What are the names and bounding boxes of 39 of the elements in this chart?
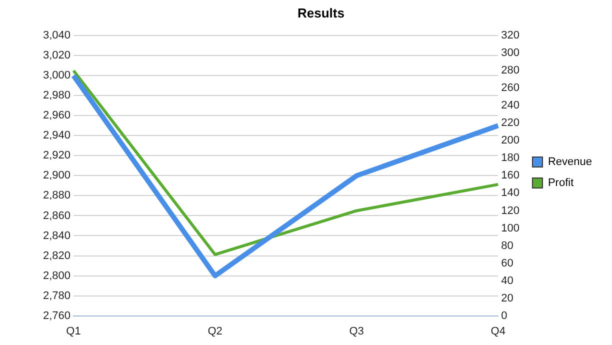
y2-tick-label: 200	[501, 134, 520, 147]
y-tick-label: 2,800	[42, 270, 71, 282]
y2-tick-label: 160	[501, 170, 520, 182]
y-tick-label: 2,940	[42, 130, 71, 142]
legend-label: Profit	[548, 177, 574, 190]
y-tick-label: 2,980	[42, 90, 71, 102]
x-tick-label: Q2	[208, 325, 222, 338]
y-tick-label: 2,780	[42, 290, 71, 302]
y-tick-label: 2,920	[42, 150, 71, 162]
y2-tick-label: 20	[501, 292, 514, 304]
y2-tick-label: 280	[501, 64, 520, 77]
y-tick-label: 2,900	[42, 170, 71, 182]
y-tick-label: 2,760	[42, 310, 71, 322]
y2-tick-label: 240	[501, 100, 520, 112]
x-tick-label: Q4	[490, 325, 506, 338]
y-tick-label: 3,020	[42, 50, 71, 62]
chart-title: Results	[298, 5, 344, 20]
y2-tick-label: 180	[501, 152, 520, 164]
y2-tick-label: 60	[501, 257, 514, 270]
y2-tick-label: 80	[501, 240, 514, 252]
legend-label: Revenue	[548, 156, 592, 168]
y-tick-label: 3,000	[42, 70, 71, 82]
y-tick-label: 3,040	[42, 30, 71, 42]
x-tick-label: Q1	[66, 325, 81, 338]
y2-tick-label: 140	[501, 187, 520, 200]
y-tick-label: 2,820	[42, 250, 71, 262]
y2-tick-label: 120	[501, 204, 520, 217]
x-tick-label: Q3	[349, 325, 364, 338]
y2-tick-label: 300	[501, 47, 520, 60]
y2-tick-label: 40	[501, 274, 514, 287]
y-tick-label: 2,860	[42, 210, 71, 222]
y2-tick-label: 220	[501, 117, 520, 130]
y-tick-label: 2,880	[42, 190, 71, 202]
y2-tick-label: 320	[501, 30, 520, 42]
y2-tick-label: 100	[501, 222, 520, 234]
y-tick-label: 2,960	[42, 110, 71, 122]
y-tick-label: 2,840	[42, 230, 71, 242]
y2-tick-label: 0	[501, 310, 508, 322]
y2-tick-label: 260	[501, 82, 520, 94]
